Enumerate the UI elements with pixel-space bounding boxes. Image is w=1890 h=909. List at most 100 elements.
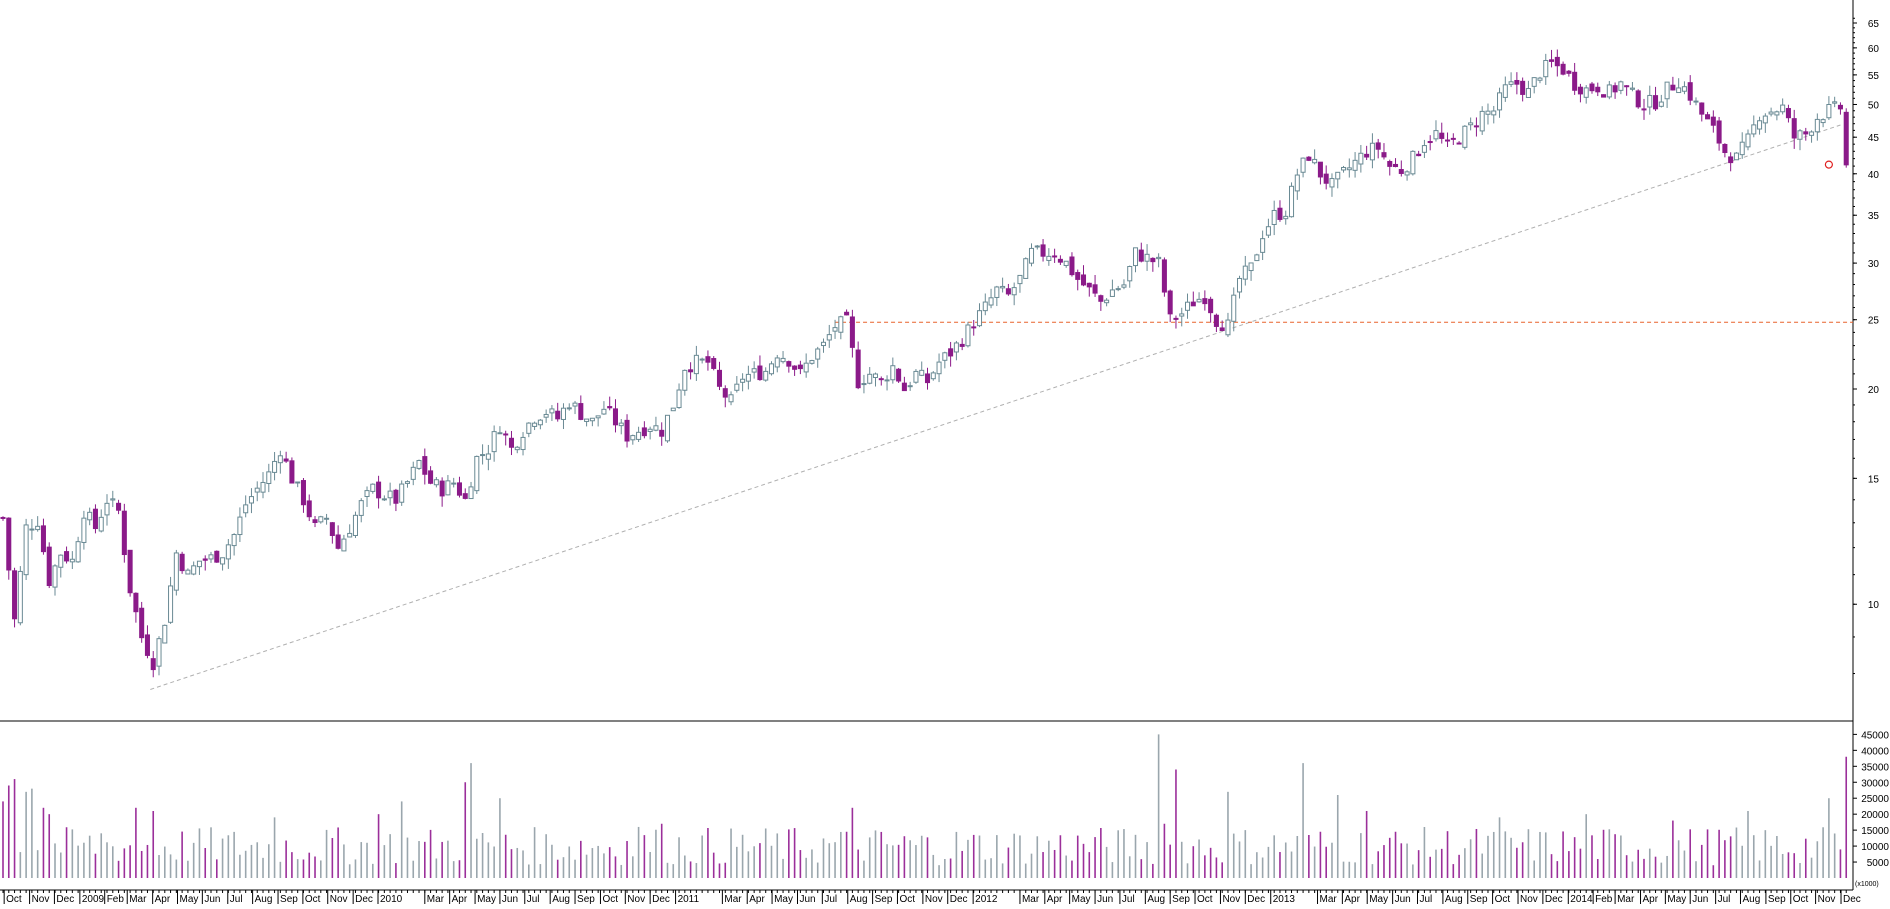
- price-tick-label: 20: [1868, 385, 1880, 396]
- candle-body: [1341, 166, 1347, 171]
- candle-body: [1271, 209, 1277, 225]
- month-label: Sep: [1768, 894, 1786, 904]
- candle-body: [774, 357, 780, 368]
- candle-body: [1826, 104, 1832, 119]
- candle-body: [156, 638, 162, 667]
- month-label: Oct: [1495, 894, 1511, 904]
- candle-body: [1491, 110, 1497, 116]
- month-label: Mar: [1617, 894, 1635, 904]
- candle-body: [497, 432, 503, 435]
- candle-body: [757, 365, 763, 381]
- candle-body: [815, 348, 821, 360]
- candle-body: [1248, 262, 1254, 272]
- month-label: Oct: [602, 894, 618, 904]
- candle-body: [1416, 153, 1422, 157]
- candle-body: [352, 514, 358, 536]
- candle-body: [127, 549, 133, 594]
- candle-body: [370, 483, 376, 492]
- candle-body: [1375, 142, 1381, 150]
- candle-body: [237, 516, 243, 536]
- month-label: Oct: [1197, 894, 1213, 904]
- candle-body: [1757, 120, 1763, 130]
- candle-body: [1809, 131, 1815, 136]
- candle-body: [1092, 284, 1098, 294]
- candle-body: [1560, 63, 1566, 75]
- candle-body: [1161, 259, 1167, 293]
- candle-body: [75, 541, 81, 563]
- candle-body: [664, 414, 671, 442]
- candle-body: [948, 348, 954, 357]
- candle-body: [17, 570, 23, 624]
- candle-body: [936, 361, 942, 375]
- price-tick-label: 60: [1868, 44, 1880, 55]
- candle-body: [295, 481, 301, 484]
- candle-body: [40, 525, 46, 553]
- candle-body: [1577, 86, 1583, 95]
- candle-body: [768, 363, 775, 375]
- candle-body: [173, 552, 179, 591]
- candle-body: [451, 482, 457, 485]
- candle-body: [555, 410, 561, 420]
- candle-body: [248, 496, 254, 504]
- candle-body: [69, 558, 75, 563]
- candle-body: [1156, 256, 1162, 260]
- candle-body: [35, 525, 41, 531]
- candle-body: [300, 480, 306, 506]
- month-label: Jun: [1692, 894, 1708, 904]
- candle-body: [243, 504, 249, 514]
- candle-body: [1005, 288, 1011, 295]
- month-label: Jun: [799, 894, 815, 904]
- month-label: Jul: [527, 894, 540, 904]
- volume-tick-label: 45000: [1861, 730, 1889, 741]
- candle-body: [58, 554, 64, 568]
- candle-body: [46, 546, 52, 587]
- month-label: Jun: [204, 894, 220, 904]
- candle-body: [884, 379, 890, 382]
- month-label: Apr: [1344, 894, 1360, 904]
- month-label: May: [1072, 894, 1091, 904]
- candle-body: [1473, 125, 1479, 128]
- month-label: Nov: [1818, 894, 1836, 904]
- candle-body: [601, 408, 607, 415]
- candle-body: [1358, 152, 1364, 165]
- month-label: Mar: [724, 894, 742, 904]
- month-label: Mar: [129, 894, 147, 904]
- candle-body: [1554, 56, 1560, 67]
- candle-body: [393, 489, 399, 504]
- candle-body: [1369, 142, 1375, 161]
- candle-body: [6, 517, 12, 571]
- candle-body: [907, 385, 913, 388]
- candle-body: [133, 592, 139, 613]
- candle-body: [341, 538, 347, 552]
- candle-body: [404, 481, 410, 484]
- month-label: May: [179, 894, 198, 904]
- candle-body: [1150, 257, 1156, 263]
- candle-body: [1502, 84, 1508, 98]
- month-label: Jul: [1122, 894, 1135, 904]
- candle-body: [1196, 298, 1202, 303]
- candle-body: [1208, 298, 1214, 314]
- candle-body: [1312, 158, 1318, 164]
- candle-body: [1063, 260, 1069, 267]
- candle-body: [1323, 173, 1329, 184]
- candle-body: [1346, 167, 1352, 171]
- candle-body: [976, 310, 983, 327]
- candle-body: [1647, 94, 1653, 108]
- candle-body: [1075, 272, 1081, 280]
- candle-body: [589, 417, 595, 422]
- candle-body: [520, 436, 526, 451]
- candle-body: [312, 519, 318, 524]
- volume-tick-label: 30000: [1861, 778, 1889, 789]
- month-label: Jun: [502, 894, 518, 904]
- month-label: Dec: [1545, 894, 1563, 904]
- month-label: Apr: [452, 894, 468, 904]
- candle-body: [797, 364, 803, 370]
- candle-body: [168, 585, 174, 623]
- candle-body: [820, 341, 827, 347]
- candle-body: [1693, 100, 1699, 103]
- month-label: Sep: [1470, 894, 1488, 904]
- candle-body: [734, 383, 740, 391]
- candle-body: [1393, 163, 1399, 168]
- candle-body: [1288, 185, 1295, 218]
